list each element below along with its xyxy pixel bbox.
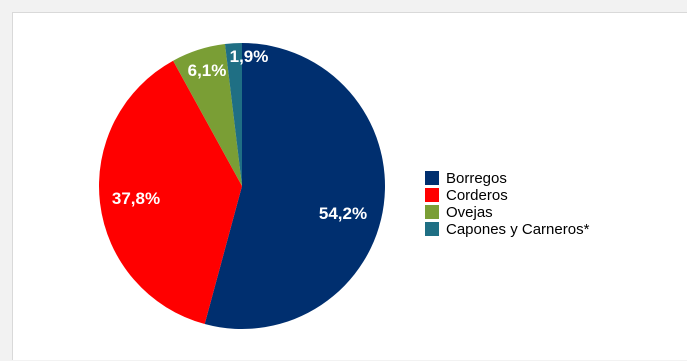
slice-value-label: 54,2% [319, 204, 367, 223]
legend-swatch [425, 205, 439, 219]
pie-labels: 54,2% 37,8% 6,1%1,9% [112, 47, 367, 223]
legend-swatch [425, 222, 439, 236]
slice-value-label: 37,8% [112, 189, 160, 208]
legend-label: Corderos [446, 187, 508, 204]
legend-label: Ovejas [446, 204, 493, 221]
pie-slices [99, 43, 386, 330]
legend-label: Borregos [446, 170, 507, 187]
legend-label: Capones y Carneros* [446, 221, 590, 238]
pie-slice-corderos [99, 60, 242, 325]
slice-value-label: 1,9% [230, 47, 269, 66]
pie-chart: 54,2% 37,8% 6,1%1,9% BorregosCorderosOveja… [99, 43, 590, 330]
slice-value-label: 6,1% [188, 61, 227, 80]
chart-frame: 54,2% 37,8% 6,1% 1,9% Borregos Corderos Oveja… [12, 12, 687, 360]
pie-slice-capones-y-carneros [224, 43, 242, 186]
pie-slice-borregos [204, 43, 386, 330]
legend-swatch [425, 171, 439, 185]
pie-slice-ovejas [173, 44, 242, 186]
legend-swatch [425, 188, 439, 202]
